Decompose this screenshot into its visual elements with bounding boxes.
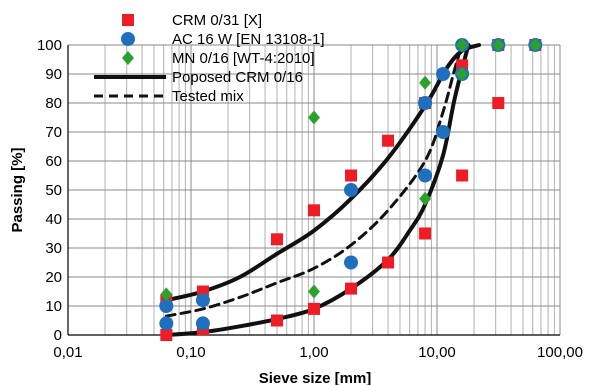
circle-data-point <box>195 293 210 308</box>
square-data-point <box>270 233 283 246</box>
square-data-point <box>270 314 283 327</box>
legend-entry: Tested mix <box>94 88 244 105</box>
x-tick-label: 0,10 <box>176 344 205 361</box>
square-data-point <box>345 169 358 182</box>
y-tick-label: 70 <box>45 124 62 141</box>
y-tick-label: 80 <box>45 95 62 112</box>
diamond-data-point <box>419 75 432 90</box>
legend-label: MN 0/16 [WT-4:2010] <box>172 50 315 67</box>
y-tick-label: 0 <box>54 327 62 344</box>
legend-marker <box>122 14 134 26</box>
axes <box>67 45 560 336</box>
y-tick-label: 60 <box>45 153 62 170</box>
y-tick-label: 40 <box>45 211 62 228</box>
square-data-point <box>308 204 320 217</box>
diamond-data-point <box>456 38 469 52</box>
y-axis-title: Passing [%] <box>9 147 26 232</box>
square-data-point <box>382 134 395 147</box>
circle-data-point <box>436 125 451 139</box>
circle-data-point <box>418 96 433 110</box>
diamond-data-point <box>160 287 173 302</box>
diamond-data-point <box>308 110 320 125</box>
circle-data-point <box>344 255 359 270</box>
square-data-point <box>419 227 432 240</box>
legend-label: Tested mix <box>172 88 244 105</box>
x-axis-title: Sieve size [mm] <box>259 370 372 385</box>
square-data-point <box>345 282 358 295</box>
y-tick-label: 20 <box>45 269 62 286</box>
legend-label: AC 16 W [EN 13108-1] <box>172 31 325 48</box>
circle-data-point <box>159 316 174 331</box>
legend-entry: MN 0/16 [WT-4:2010] <box>122 50 315 67</box>
circle-data-point <box>418 168 433 183</box>
legend-entry: CRM 0/31 [X] <box>122 12 262 29</box>
y-tick-label: 50 <box>45 182 62 199</box>
square-data-point <box>456 169 469 182</box>
y-tick-label: 90 <box>45 66 62 83</box>
proposed-crm-curve <box>164 43 482 303</box>
data-markers <box>159 38 543 341</box>
y-tick-label: 100 <box>37 37 62 54</box>
tick-labels: 0,01 0,10 1,00 10,00 100,00 0 10 20 30 40 50 60 70 80… <box>37 37 583 361</box>
legend: CRM 0/31 [X] AC 16 W [EN 13108-1] MN 0/16 … <box>94 12 325 105</box>
square-data-point <box>160 329 173 341</box>
y-tick-label: 10 <box>45 298 62 315</box>
x-tick-label: 1,00 <box>299 344 328 361</box>
legend-marker <box>121 32 135 46</box>
legend-label: CRM 0/31 [X] <box>172 12 262 29</box>
square-data-point <box>382 256 395 269</box>
proposed-crm-curve <box>164 43 471 337</box>
tested-mix-curve <box>164 43 464 318</box>
circle-data-point <box>195 316 210 331</box>
diamond-data-point <box>419 191 432 206</box>
square-data-point <box>492 97 505 109</box>
x-tick-label: 100,00 <box>537 344 583 361</box>
diamond-data-point <box>529 38 542 52</box>
legend-entry: Poposed CRM 0/16 <box>94 69 303 86</box>
square-data-point <box>308 302 320 315</box>
legend-entry: AC 16 W [EN 13108-1] <box>121 31 325 48</box>
circle-data-point <box>159 299 174 313</box>
legend-marker <box>122 51 134 65</box>
x-tick-label: 10,00 <box>418 344 456 361</box>
circle-data-point <box>344 183 359 197</box>
circle-data-point <box>436 67 451 81</box>
diamond-data-point <box>456 67 469 81</box>
diamond-data-point <box>492 38 505 52</box>
legend-label: Poposed CRM 0/16 <box>172 69 303 86</box>
diamond-data-point <box>308 284 320 299</box>
x-tick-label: 0,01 <box>53 344 82 361</box>
y-tick-label: 30 <box>45 240 62 257</box>
envelope-curves <box>164 43 482 337</box>
